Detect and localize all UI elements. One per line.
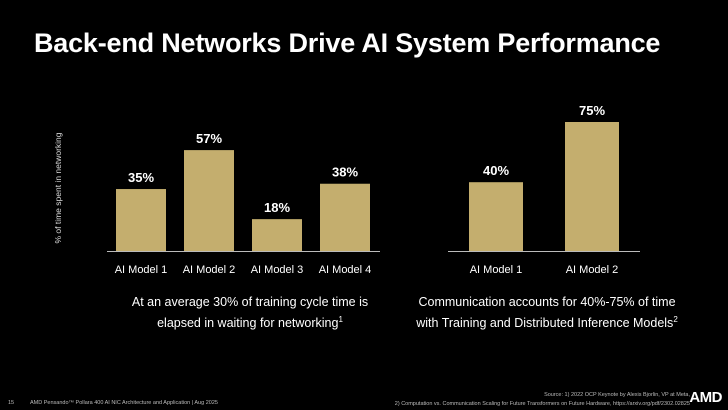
x-tick-label: AI Model 2	[183, 264, 236, 276]
right-caption-text: Communication accounts for 40%-75% of ti…	[416, 295, 676, 331]
right-caption-footnote: 2	[673, 315, 678, 324]
x-tick-label: AI Model 1	[115, 264, 168, 276]
left-caption-text: At an average 30% of training cycle time…	[131, 295, 369, 331]
x-tick-label: AI Model 2	[566, 264, 619, 276]
source-line-2: 2) Computation vs. Communication Scaling…	[394, 401, 690, 407]
bar-1-4	[320, 183, 370, 251]
x-tick-label: AI Model 4	[319, 264, 372, 276]
left-chart-caption: At an average 30% of training cycle time…	[110, 294, 390, 332]
slide-title: Back-end Networks Drive AI System Perfor…	[34, 28, 661, 58]
x-tick-label: AI Model 1	[470, 264, 523, 276]
source-line-1: Source: 1) 2022 OCP Keynote by Alexis Bj…	[544, 392, 690, 398]
x-tick-label: AI Model 3	[251, 264, 304, 276]
data-label: 40%	[483, 163, 509, 178]
data-label: 38%	[332, 165, 358, 180]
data-label: 57%	[196, 131, 222, 146]
bar-1-2	[184, 150, 234, 251]
data-label: 75%	[579, 103, 605, 118]
footer-text: AMD Pensando™ Pollara 400 AI NIC Archite…	[30, 400, 218, 406]
data-label: 18%	[264, 200, 290, 215]
bar-1-3	[252, 219, 302, 251]
page-number: 15	[8, 400, 15, 406]
bar-2-2	[565, 122, 619, 251]
bar-1-1	[116, 189, 166, 251]
amd-logo: AMD	[689, 389, 722, 406]
left-caption-footnote: 1	[338, 315, 343, 324]
data-label: 35%	[128, 170, 154, 185]
right-chart-caption: Communication accounts for 40%-75% of ti…	[412, 294, 682, 332]
bar-2-1	[469, 182, 523, 251]
